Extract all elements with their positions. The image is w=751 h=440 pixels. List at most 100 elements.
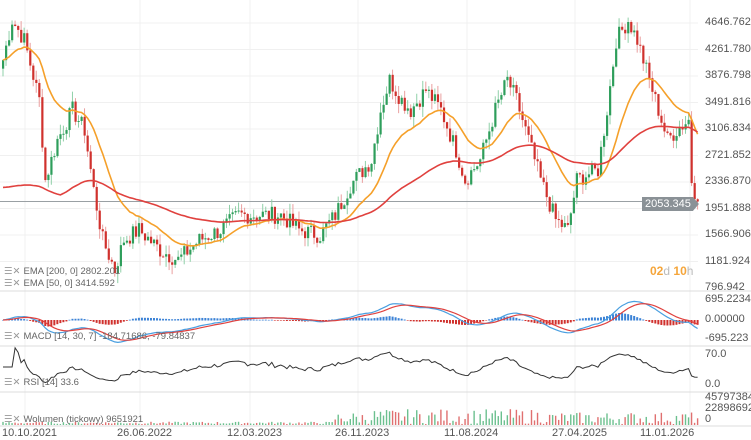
macd-histogram-bar <box>554 320 557 325</box>
volume-bar <box>422 422 424 425</box>
volume-bar <box>554 415 557 425</box>
candle <box>252 217 255 219</box>
macd-histogram-bar <box>509 316 512 321</box>
macd-histogram-bar <box>288 320 291 321</box>
macd-histogram-bar <box>458 320 461 325</box>
macd-histogram-bar <box>581 318 584 321</box>
macd-histogram-bar <box>578 318 581 321</box>
volume-bar <box>8 422 10 425</box>
candle <box>246 214 249 224</box>
macd-histogram-bar <box>448 320 451 324</box>
volume-bar <box>609 418 611 425</box>
volume-bar <box>177 421 179 425</box>
candle <box>273 206 276 224</box>
volume-bar <box>71 423 74 425</box>
candle <box>174 259 177 265</box>
macd-histogram-bar <box>285 320 288 321</box>
macd-histogram-bar <box>403 319 406 321</box>
volume-bar <box>95 422 98 425</box>
candle <box>171 262 174 265</box>
candle <box>581 174 585 185</box>
volume-bar <box>346 421 348 425</box>
volume-bar <box>252 423 255 425</box>
macd-histogram-bar <box>282 320 285 321</box>
date-axis-label: 26.06.2022 <box>117 427 173 439</box>
macd-histogram-bar <box>32 320 35 322</box>
macd-histogram-bar <box>77 318 80 321</box>
macd-legend[interactable]: ☰✕ MACD [14, 30, 7] -184.71686, -79.84837 <box>4 331 196 342</box>
candle <box>445 122 449 129</box>
macd-histogram-bar <box>645 320 648 321</box>
volume-bar <box>77 422 80 425</box>
volume-bar <box>633 414 635 425</box>
candle <box>470 170 473 185</box>
macd-histogram-bar <box>476 320 479 323</box>
volume-bar <box>425 424 427 425</box>
macd-histogram-bar <box>361 318 364 321</box>
macd-histogram-bar <box>491 318 494 321</box>
macd-histogram-bar <box>572 320 575 322</box>
macd-histogram-bar <box>633 315 636 321</box>
macd-histogram-bar <box>370 318 373 321</box>
volume-bar <box>2 421 4 425</box>
macd-histogram-bar <box>165 318 168 321</box>
ema50-legend[interactable]: ☰✕ EMA [50, 0] 3414.592 <box>4 278 115 289</box>
candle <box>307 226 310 239</box>
volume-bar <box>56 423 59 425</box>
volume-bar <box>246 422 249 425</box>
candle <box>415 103 418 107</box>
macd-histogram-bar <box>53 320 56 326</box>
macd-histogram-bar <box>74 318 77 321</box>
volume-bar <box>47 422 49 425</box>
candle <box>337 203 340 220</box>
candle <box>615 48 618 67</box>
rsi-legend[interactable]: ☰✕ RSI [14] 33.6 <box>4 377 79 388</box>
volume-bar <box>126 423 128 425</box>
volume-bar <box>476 423 478 425</box>
macd-histogram-bar <box>198 317 201 321</box>
macd-histogram-bar <box>485 320 488 321</box>
volume-bar <box>86 423 89 425</box>
candle <box>313 225 316 238</box>
volume-bar <box>198 422 200 425</box>
volume-bar <box>234 421 237 425</box>
macd-histogram-bar <box>68 319 71 321</box>
volume-bar <box>65 424 68 425</box>
candle <box>149 236 153 244</box>
candle <box>207 238 210 240</box>
volume-bar <box>437 421 439 425</box>
candle <box>596 168 600 177</box>
ema200-legend[interactable]: ☰✕ EMA [200, 0] 2802.201 <box>4 266 121 277</box>
indicator-axis-label: 0.0 <box>705 378 721 390</box>
macd-histogram-bar <box>442 320 445 323</box>
volume-bar <box>174 421 176 425</box>
candle <box>26 33 29 51</box>
macd-histogram-bar <box>183 318 186 321</box>
macd-histogram-bar <box>518 318 521 321</box>
volume-bar <box>352 413 355 425</box>
volume-bar <box>17 423 19 425</box>
candle <box>442 107 446 123</box>
volume-bar <box>259 422 261 425</box>
candle <box>618 26 621 49</box>
volume-bar <box>268 422 270 425</box>
volume-legend[interactable]: ☰✕ Wolumen (tickowy) 9651921 <box>4 414 144 425</box>
volume-bar <box>295 423 297 425</box>
candle <box>325 223 328 228</box>
volume-bar <box>183 422 185 425</box>
macd-histogram-bar <box>530 320 533 323</box>
candle <box>355 171 358 181</box>
volume-bar <box>361 415 364 425</box>
candle <box>2 60 5 69</box>
candle <box>403 97 406 111</box>
candle <box>464 175 467 184</box>
candle <box>107 248 110 260</box>
settings-close-icon: ☰✕ <box>4 278 21 289</box>
macd-histogram-bar <box>146 317 149 321</box>
macd-histogram-bar <box>264 319 267 321</box>
indicator-axis-label: -695.223 <box>705 332 749 344</box>
candle <box>500 95 503 100</box>
volume-bar <box>576 413 578 425</box>
